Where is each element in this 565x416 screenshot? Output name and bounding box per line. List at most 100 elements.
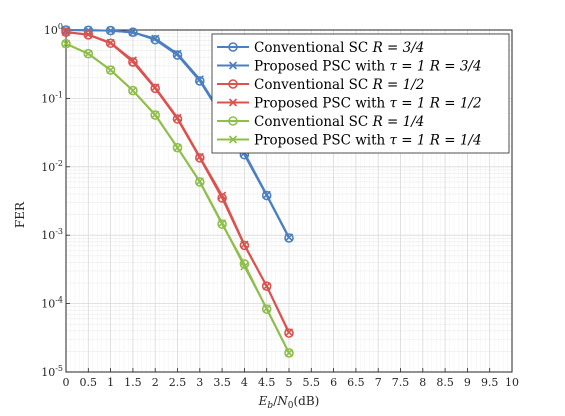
x-tick-label: 6.5 (347, 376, 365, 389)
data-point (128, 57, 138, 67)
x-tick-label: 1.5 (124, 376, 142, 389)
x-tick-label: 3 (196, 376, 203, 389)
x-axis: 0 0.5 1 1.5 2 2.5 3 3.5 4 4.5 5 5.5 6 6.5 7 7.5 8 8.5 9 9.5… (63, 368, 519, 389)
data-point (151, 110, 160, 119)
legend-swatch-marker (228, 98, 238, 107)
data-point (240, 240, 249, 249)
data-point (106, 65, 115, 75)
data-point (262, 304, 271, 313)
data-point (262, 282, 271, 291)
data-point (172, 114, 183, 124)
y-tick-label: 10-5 (41, 364, 63, 379)
x-tick-label: 5.5 (303, 376, 321, 389)
data-point (284, 348, 294, 358)
data-point (195, 75, 204, 84)
data-point (239, 240, 250, 251)
data-point (83, 48, 94, 59)
data-point (284, 233, 294, 243)
x-tick-label: 0.5 (80, 376, 98, 389)
y-tick-label: 100 (44, 22, 63, 37)
legend-entry-1: Proposed PSC with τ = 1 R = 3/4 (217, 59, 482, 75)
data-point (128, 85, 138, 96)
data-point (172, 142, 183, 153)
data-point (151, 34, 160, 43)
legend-label: Proposed PSC with τ = 1 R = 1/2 (254, 96, 482, 112)
data-point (172, 50, 183, 60)
data-point (195, 177, 204, 186)
data-point (240, 262, 249, 271)
legend: Conventional SC R = 3/4 Proposed PSC with… (211, 33, 510, 154)
data-point (284, 328, 294, 337)
y-tick-label: 10-3 (41, 227, 63, 242)
data-point (173, 49, 182, 58)
y-axis-label: FER (13, 201, 27, 228)
data-point (173, 143, 182, 152)
x-tick-label: 7 (375, 376, 382, 389)
legend-swatch-marker (228, 79, 238, 89)
y-tick-label: 10-2 (41, 159, 63, 174)
y-axis: 100 10-1 10-2 10-3 10-4 10-5 (41, 22, 70, 379)
x-tick-label: 9 (464, 376, 471, 389)
data-point (173, 113, 182, 122)
y-tick-label: 10-1 (41, 90, 63, 105)
data-point (150, 110, 160, 120)
legend-swatch-marker (228, 61, 238, 70)
data-point (195, 76, 205, 86)
data-point (84, 30, 93, 39)
data-point (105, 65, 116, 75)
data-point (195, 153, 205, 163)
data-point (261, 304, 272, 314)
legend-swatch-marker (228, 135, 238, 144)
data-point (105, 38, 116, 49)
data-point (217, 219, 227, 229)
series-3 (61, 28, 294, 337)
data-point (84, 49, 93, 58)
legend-label: Proposed PSC with τ = 1 R = 3/4 (254, 59, 482, 75)
x-tick-label: 0 (63, 376, 70, 389)
data-point (195, 177, 205, 187)
legend-label: Conventional SC R = 3/4 (254, 40, 424, 56)
data-point (218, 219, 227, 228)
data-point (150, 34, 160, 45)
x-tick-label: 8.5 (436, 376, 454, 389)
x-tick-label: 1 (107, 376, 114, 389)
data-point (61, 38, 71, 49)
series-layer (61, 25, 294, 358)
series-5 (61, 39, 294, 357)
x-tick-label: 2 (152, 376, 159, 389)
data-point (261, 190, 272, 201)
data-point (128, 86, 137, 95)
x-tick-label: 10 (505, 376, 519, 389)
legend-entry-0: Conventional SC R = 3/4 (217, 40, 424, 56)
data-point (284, 328, 294, 338)
x-tick-label: 8 (419, 376, 426, 389)
x-tick-label: 7.5 (392, 376, 410, 389)
x-tick-label: 3.5 (213, 376, 231, 389)
x-tick-label: 4.5 (258, 376, 276, 389)
legend-box (211, 33, 510, 154)
data-point (218, 191, 227, 200)
x-tick-label: 4 (241, 376, 248, 389)
data-point (61, 39, 71, 48)
legend-entry-5: Proposed PSC with τ = 1 R = 1/4 (217, 133, 482, 149)
legend-entry-4: Conventional SC R = 1/4 (217, 114, 424, 130)
data-point (151, 83, 160, 92)
data-point (262, 190, 271, 199)
data-point (61, 28, 71, 37)
legend-swatch-marker (228, 116, 238, 126)
legend-entry-3: Proposed PSC with τ = 1 R = 1/2 (217, 96, 482, 112)
legend-swatch-marker (228, 42, 238, 52)
x-tick-label: 9.5 (481, 376, 499, 389)
data-point (284, 233, 294, 242)
data-point (106, 38, 115, 47)
data-point (128, 28, 137, 37)
legend-label: Conventional SC R = 1/2 (254, 77, 424, 93)
data-point (150, 83, 160, 94)
legend-label: Conventional SC R = 1/4 (254, 114, 424, 130)
legend-entry-2: Conventional SC R = 1/2 (217, 77, 424, 93)
data-point (128, 56, 137, 65)
y-tick-label: 10-4 (41, 296, 63, 311)
x-tick-label: 5 (286, 376, 293, 389)
legend-label: Proposed PSC with τ = 1 R = 1/4 (254, 133, 482, 149)
